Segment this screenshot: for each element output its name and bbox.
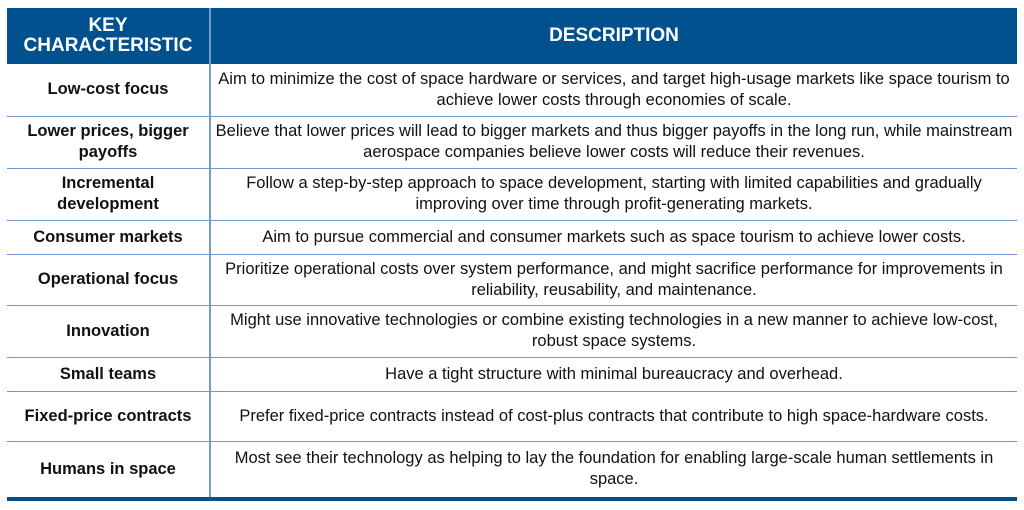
key-cell: Innovation	[7, 305, 211, 358]
header-row: KEY CHARACTERISTIC DESCRIPTION	[7, 8, 1017, 64]
description-cell: Have a tight structure with minimal bure…	[210, 357, 1017, 392]
description-cell: Most see their technology as helping to …	[210, 441, 1017, 501]
description-cell: Might use innovative technologies or com…	[210, 305, 1017, 358]
description-cell: Prioritize operational costs over system…	[210, 254, 1017, 306]
table-row: Low-cost focus Aim to minimize the cost o…	[7, 64, 1017, 117]
table-row: Innovation Might use innovative technolog…	[7, 305, 1017, 358]
key-cell: Operational focus	[7, 254, 211, 306]
table-row: Humans in space Most see their technology…	[7, 441, 1017, 501]
key-cell: Small teams	[7, 357, 211, 392]
description-cell: Follow a step-by-step approach to space …	[210, 168, 1017, 221]
description-cell: Believe that lower prices will lead to b…	[210, 116, 1017, 169]
description-cell: Prefer fixed-price contracts instead of …	[210, 391, 1017, 442]
description-cell: Aim to minimize the cost of space hardwa…	[210, 64, 1017, 117]
table-row: Consumer markets Aim to pursue commercial…	[7, 220, 1017, 255]
table-row: Incremental development Follow a step-by-…	[7, 168, 1017, 221]
table-row: Small teams Have a tight structure with m…	[7, 357, 1017, 392]
key-cell: Lower prices, bigger payoffs	[7, 116, 211, 169]
table-row: Operational focus Prioritize operational …	[7, 254, 1017, 306]
key-cell: Consumer markets	[7, 220, 211, 255]
header-key-label: KEY CHARACTERISTIC	[23, 15, 193, 56]
characteristics-table: KEY CHARACTERISTIC DESCRIPTION Low-cost …	[7, 8, 1017, 501]
key-cell: Low-cost focus	[7, 64, 211, 117]
key-cell: Humans in space	[7, 441, 211, 501]
key-cell: Fixed-price contracts	[7, 391, 211, 442]
key-cell: Incremental development	[7, 168, 211, 221]
header-description: DESCRIPTION	[210, 8, 1017, 64]
header-key-characteristic: KEY CHARACTERISTIC	[7, 8, 211, 64]
table-row: Lower prices, bigger payoffs Believe that…	[7, 116, 1017, 169]
table-row: Fixed-price contracts Prefer fixed-price …	[7, 391, 1017, 442]
description-cell: Aim to pursue commercial and consumer ma…	[210, 220, 1017, 255]
